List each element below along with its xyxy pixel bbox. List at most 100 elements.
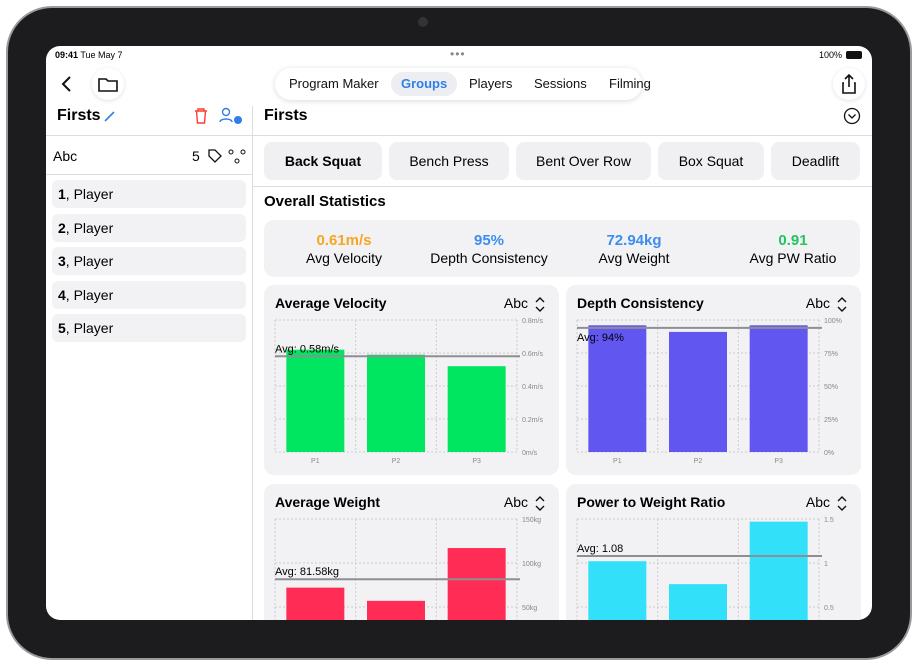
time: 09:41	[55, 50, 79, 60]
average-label: Avg: 81.58kg	[275, 566, 339, 578]
chart-card: Average Velocity Abc 0m/s 0.2m/s 0.4m/s 0.6m/…	[264, 285, 559, 475]
bar	[749, 521, 808, 620]
delete-icon[interactable]	[193, 107, 209, 125]
player-row[interactable]: 5, Player	[52, 314, 246, 343]
y-tick-label: 100kg	[522, 561, 541, 568]
average-label: Avg: 0.58m/s	[275, 343, 339, 355]
separator	[46, 174, 252, 175]
exercise-button[interactable]: Bent Over Row	[516, 142, 651, 180]
stat-label: Depth Consistency	[430, 250, 548, 266]
camera	[418, 17, 428, 27]
status-time: 09:41 Tue May 7	[55, 50, 123, 60]
folder-button[interactable]	[92, 68, 124, 100]
chart-selector[interactable]: Abc	[504, 295, 528, 311]
stat-value: 0.91	[778, 232, 808, 249]
player-number: 1	[58, 186, 66, 202]
chart-selector[interactable]: Abc	[806, 295, 830, 311]
x-tick-label: P2	[694, 458, 703, 465]
separator	[253, 135, 872, 136]
y-tick-label: 0.2m/s	[522, 417, 544, 424]
y-tick-label: 0.6m/s	[522, 351, 544, 358]
y-tick-label: 1	[824, 561, 828, 568]
chart-title: Depth Consistency	[577, 295, 704, 311]
y-tick-label: 50kg	[522, 605, 537, 612]
player-row[interactable]: 4, Player	[52, 280, 246, 309]
tab[interactable]: Sessions	[534, 76, 587, 91]
bar	[749, 325, 808, 452]
selector-chevrons	[535, 297, 545, 312]
chart: Average WeightAbc50kg100kg150kgP1P2P3Avg…	[274, 494, 545, 620]
player-row[interactable]: 1, Player	[52, 180, 246, 208]
average-label: Avg: 94%	[577, 332, 624, 344]
chart-title: Average Velocity	[275, 295, 387, 311]
x-tick-label: P1	[613, 458, 622, 465]
group-icons[interactable]	[206, 147, 246, 165]
y-tick-label: 1.5	[824, 517, 834, 524]
bar	[447, 548, 506, 620]
stats-panel: 0.61m/s Avg Velocity 95% Depth Consistency 7…	[264, 220, 860, 277]
battery-icon	[846, 51, 862, 59]
options-button[interactable]	[843, 107, 861, 125]
x-tick-label: P3	[774, 458, 783, 465]
bar	[286, 587, 345, 620]
bar	[669, 331, 727, 452]
tab[interactable]: Groups	[391, 72, 458, 96]
chart-selector[interactable]: Abc	[504, 494, 528, 510]
player-name: , Player	[65, 286, 114, 303]
exercise-button[interactable]: Box Squat	[658, 142, 764, 180]
separator	[46, 135, 252, 136]
edit-icon[interactable]	[102, 108, 118, 124]
add-player-icon[interactable]	[219, 106, 243, 126]
player-number: 5	[58, 320, 66, 337]
average-label: Avg: 1.08	[577, 543, 623, 555]
exercise-button[interactable]: Bench Press	[389, 142, 509, 180]
player-row[interactable]: 2, Player	[52, 213, 246, 242]
group-name: Abc	[53, 148, 78, 164]
section-title: Overall Statistics	[264, 193, 386, 210]
bar	[367, 354, 425, 452]
selector-chevrons	[837, 496, 847, 511]
tab[interactable]: Players	[469, 76, 513, 91]
multitask-dots: •••	[450, 47, 466, 61]
chart-title: Power to Weight Ratio	[577, 494, 725, 510]
stat-value: 95%	[473, 232, 505, 249]
chart-card: Average WeightAbc50kg100kg150kgP1P2P3Avg…	[264, 484, 559, 620]
x-tick-label: P1	[311, 458, 320, 465]
chart-card: Depth Consistency Abc 0% 25% 50% 75% 100% P1 P2 P…	[566, 285, 861, 475]
x-tick-label: P2	[392, 458, 401, 465]
player-row[interactable]: 3, Player	[52, 247, 246, 276]
chart-selector[interactable]: Abc	[806, 494, 830, 510]
y-tick-label: 0.5	[824, 605, 834, 612]
exercise-button[interactable]: Back Squat	[264, 142, 382, 180]
chart: Depth Consistency Abc 0% 25% 50% 75% 100% P1 P2 P…	[576, 295, 847, 465]
selector-chevrons	[535, 496, 545, 511]
player-name: , Player	[65, 320, 114, 337]
chart-title: Average Weight	[275, 494, 380, 510]
bar	[447, 366, 506, 452]
player-number: 4	[58, 286, 66, 303]
selector-chevrons	[837, 297, 847, 312]
back-button[interactable]	[51, 68, 83, 100]
player-number: 3	[58, 253, 66, 270]
group-count: 5	[192, 148, 200, 164]
x-tick-label: P3	[472, 458, 481, 465]
y-tick-label: 0.8m/s	[522, 318, 544, 325]
tab-bar: Program Maker Groups Players Sessions Filmin…	[275, 68, 651, 100]
stat-value: 0.61m/s	[316, 232, 372, 249]
sidebar-title: Firsts	[57, 107, 101, 124]
player-name: , Player	[65, 219, 114, 236]
date: Tue May 7	[80, 50, 123, 60]
tab[interactable]: Program Maker	[289, 76, 379, 91]
share-button[interactable]	[833, 68, 865, 100]
y-tick-label: 25%	[824, 417, 838, 424]
tab[interactable]: Filming	[609, 76, 651, 91]
stat-label: Avg Weight	[598, 250, 670, 266]
bar	[669, 584, 727, 620]
screen: 09:41 Tue May 7 ••• 100% Program Maker Gr…	[46, 46, 872, 620]
stat-label: Avg PW Ratio	[749, 250, 837, 266]
stat-label: Avg Velocity	[305, 250, 382, 266]
exercise-button[interactable]: Deadlift	[771, 142, 860, 180]
bar	[588, 325, 647, 452]
main-title: Firsts	[264, 107, 308, 124]
